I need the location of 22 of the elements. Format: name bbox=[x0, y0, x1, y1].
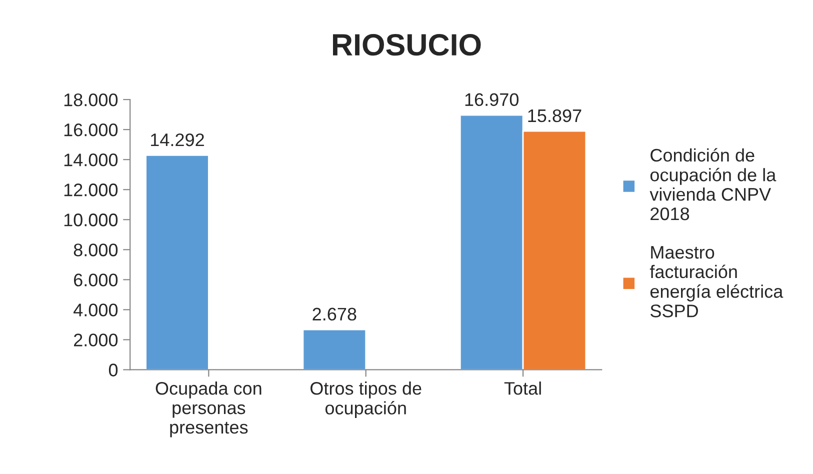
bar bbox=[302, 328, 367, 370]
y-tick-label: 16.000 bbox=[64, 123, 118, 136]
y-tick-label: 2.000 bbox=[74, 334, 118, 346]
data-label: 14.292 bbox=[151, 133, 204, 146]
y-tick-label: 14.000 bbox=[64, 154, 118, 166]
x-tick-label: Ocupada con personas presentes bbox=[156, 382, 262, 438]
y-tick-label: 6.000 bbox=[74, 274, 118, 286]
x-tick-label: Otros tipos de ocupación bbox=[310, 382, 422, 418]
y-tick-label: 4.000 bbox=[74, 304, 118, 316]
bar bbox=[145, 154, 210, 370]
y-tick-label: 8.000 bbox=[74, 244, 118, 256]
y-tick-label: 0 bbox=[108, 364, 118, 376]
y-tick-label: 18.000 bbox=[64, 93, 118, 106]
legend-label: Condición de ocupación de la vivienda CNPV 2018 bbox=[650, 148, 776, 220]
legend-label: Maestro facturación energía eléctrica SSPD bbox=[650, 246, 784, 318]
data-label: 16.970 bbox=[465, 93, 519, 106]
y-tick-label: 12.000 bbox=[64, 184, 118, 196]
x-tick-label: Total bbox=[504, 382, 541, 395]
chart-title: RIOSUCIO bbox=[332, 34, 481, 56]
y-tick-label: 10.000 bbox=[64, 214, 118, 226]
data-label: 15.897 bbox=[528, 109, 582, 122]
data-label: 2.678 bbox=[312, 308, 356, 321]
